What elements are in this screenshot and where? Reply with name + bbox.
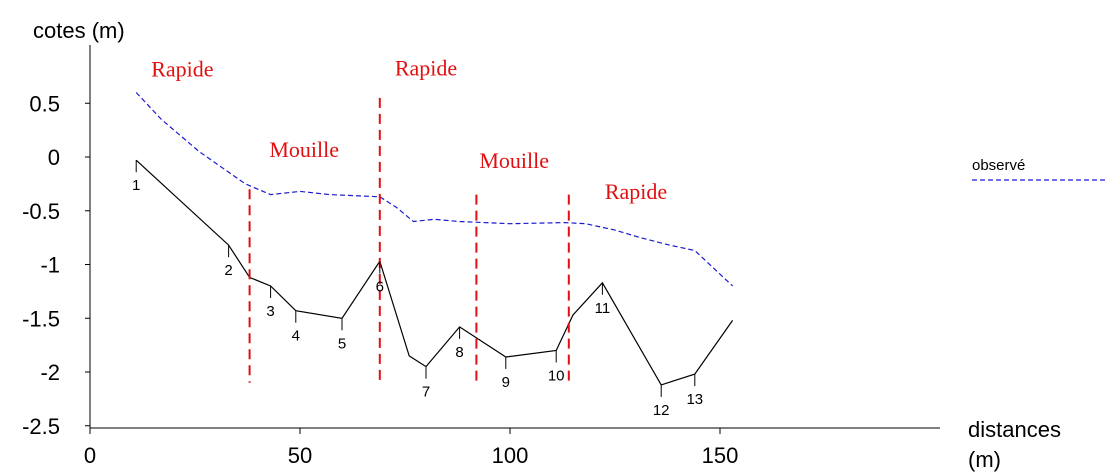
x-axis-title: distances (968, 417, 1061, 442)
zone-label: Rapide (151, 56, 213, 81)
observed-line (135, 92, 734, 287)
zones: Rapide Mouille Rapide Mouille Rapide (151, 55, 667, 383)
y-tick-label: -2 (40, 360, 60, 385)
profile-point-label: 8 (455, 344, 463, 361)
profile-point-label: 7 (422, 384, 430, 401)
legend-label: observé (972, 157, 1025, 174)
profile-point-label: 10 (548, 368, 565, 385)
profile-point-label: 5 (338, 335, 346, 352)
profile-point-label: 9 (502, 374, 510, 391)
profile-point-label: 4 (292, 328, 300, 345)
profile-point-label: 3 (266, 303, 274, 320)
x-tick-label: 150 (702, 443, 739, 468)
profile-point-label: 12 (653, 402, 670, 419)
y-tick-label: -2.5 (22, 414, 60, 439)
profile-point-label: 6 (376, 278, 384, 295)
x-axis-unit: (m) (968, 447, 1001, 472)
y-tick-label: 0 (48, 145, 60, 170)
y-tick-label: -1 (40, 253, 60, 278)
axes: cotes (m) distances (m) (33, 18, 1061, 472)
profile-point-label: 11 (595, 300, 611, 317)
ticks: 0 50 100 150 0.5 0 -0.5 -1 -1.5 -2 -2.5 (22, 91, 738, 468)
y-axis-title: cotes (m) (33, 18, 125, 43)
y-tick-label: -0.5 (22, 199, 60, 224)
zone-label: Mouille (269, 137, 339, 162)
bed-profile-line (135, 159, 734, 386)
legend: observé (972, 157, 1105, 181)
zone-label: Mouille (479, 148, 549, 173)
series (135, 92, 734, 386)
y-tick-label: 0.5 (29, 91, 60, 116)
x-tick-label: 0 (84, 443, 96, 468)
zone-label: Rapide (605, 179, 667, 204)
x-tick-label: 50 (288, 443, 312, 468)
y-tick-label: -1.5 (22, 306, 60, 331)
profile-point-label: 1 (132, 177, 140, 194)
profile-point-label: 2 (224, 262, 232, 279)
zone-label: Rapide (395, 55, 457, 80)
x-tick-label: 100 (492, 443, 529, 468)
profile-point-label: 13 (686, 391, 703, 408)
